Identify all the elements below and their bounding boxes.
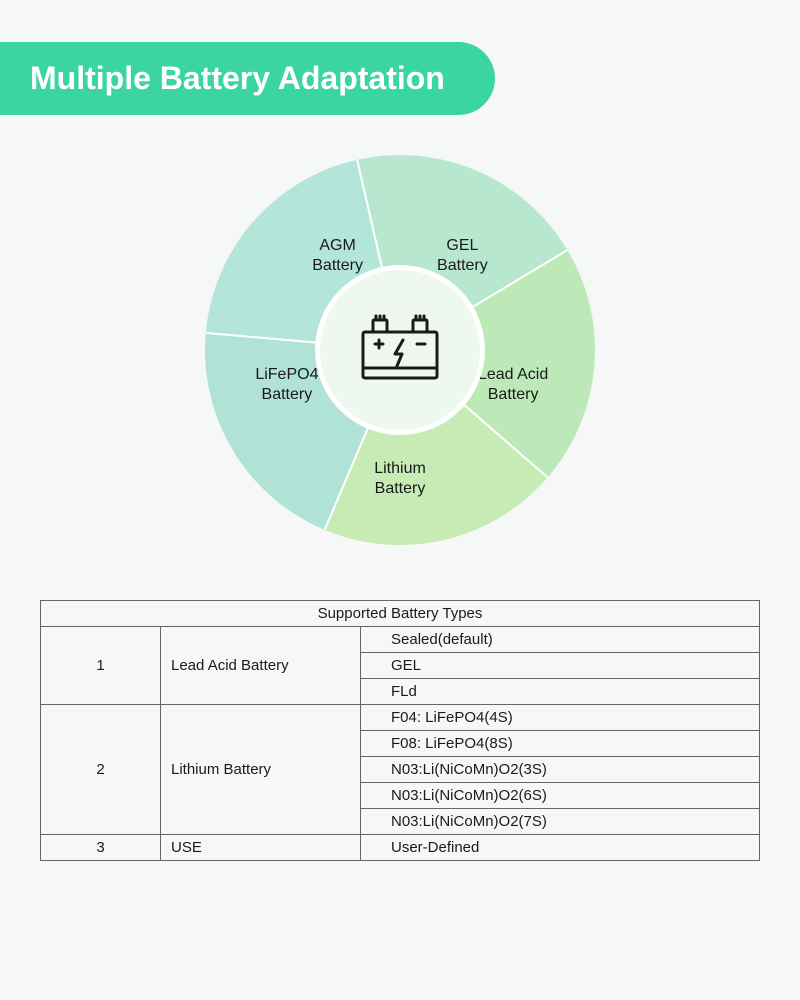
header-pill: Multiple Battery Adaptation — [0, 42, 495, 115]
segment-label-agm: AGM Battery — [312, 236, 363, 276]
group-num: 2 — [41, 705, 161, 835]
battery-icon — [355, 310, 445, 390]
group-category: Lithium Battery — [161, 705, 361, 835]
center-circle — [315, 265, 485, 435]
segment-label-gel: GEL Battery — [437, 236, 488, 276]
segment-label-lead-acid: Lead Acid Battery — [478, 365, 548, 405]
table-row: 1 Lead Acid Battery Sealed(default) — [41, 627, 760, 653]
group-category: USE — [161, 835, 361, 861]
table-row: 2 Lithium Battery F04: LiFePO4(4S) — [41, 705, 760, 731]
group-value: User-Defined — [361, 835, 760, 861]
segment-label-text: Lead Acid — [478, 366, 548, 383]
group-value: GEL — [361, 653, 760, 679]
group-num: 1 — [41, 627, 161, 705]
group-value: Sealed(default) — [361, 627, 760, 653]
group-value: F08: LiFePO4(8S) — [361, 731, 760, 757]
segment-label-text: GEL — [446, 237, 478, 254]
segment-label-text: Battery — [312, 257, 363, 274]
group-category: Lead Acid Battery — [161, 627, 361, 705]
group-value: N03:Li(NiCoMn)O2(7S) — [361, 809, 760, 835]
battery-type-donut: AGM Battery GEL Battery Lead Acid Batter… — [205, 155, 595, 545]
segment-label-lithium: Lithium Battery — [374, 459, 426, 499]
segment-label-text: Battery — [488, 386, 539, 403]
group-value: F04: LiFePO4(4S) — [361, 705, 760, 731]
group-num: 3 — [41, 835, 161, 861]
segment-label-lifepo4: LiFePO4 Battery — [255, 365, 318, 405]
segment-label-text: Lithium — [374, 460, 426, 477]
group-value: FLd — [361, 679, 760, 705]
segment-label-text: LiFePO4 — [255, 366, 318, 383]
battery-types-table: Supported Battery Types 1 Lead Acid Batt… — [40, 600, 760, 861]
group-value: N03:Li(NiCoMn)O2(6S) — [361, 783, 760, 809]
table: Supported Battery Types 1 Lead Acid Batt… — [40, 600, 760, 861]
table-title: Supported Battery Types — [41, 601, 760, 627]
segment-label-text: Battery — [262, 386, 313, 403]
table-row: 3 USE User-Defined — [41, 835, 760, 861]
group-value: N03:Li(NiCoMn)O2(3S) — [361, 757, 760, 783]
segment-label-text: Battery — [375, 480, 426, 497]
segment-label-text: AGM — [319, 237, 355, 254]
chart-container: AGM Battery GEL Battery Lead Acid Batter… — [0, 155, 800, 545]
segment-label-text: Battery — [437, 257, 488, 274]
table-title-row: Supported Battery Types — [41, 601, 760, 627]
